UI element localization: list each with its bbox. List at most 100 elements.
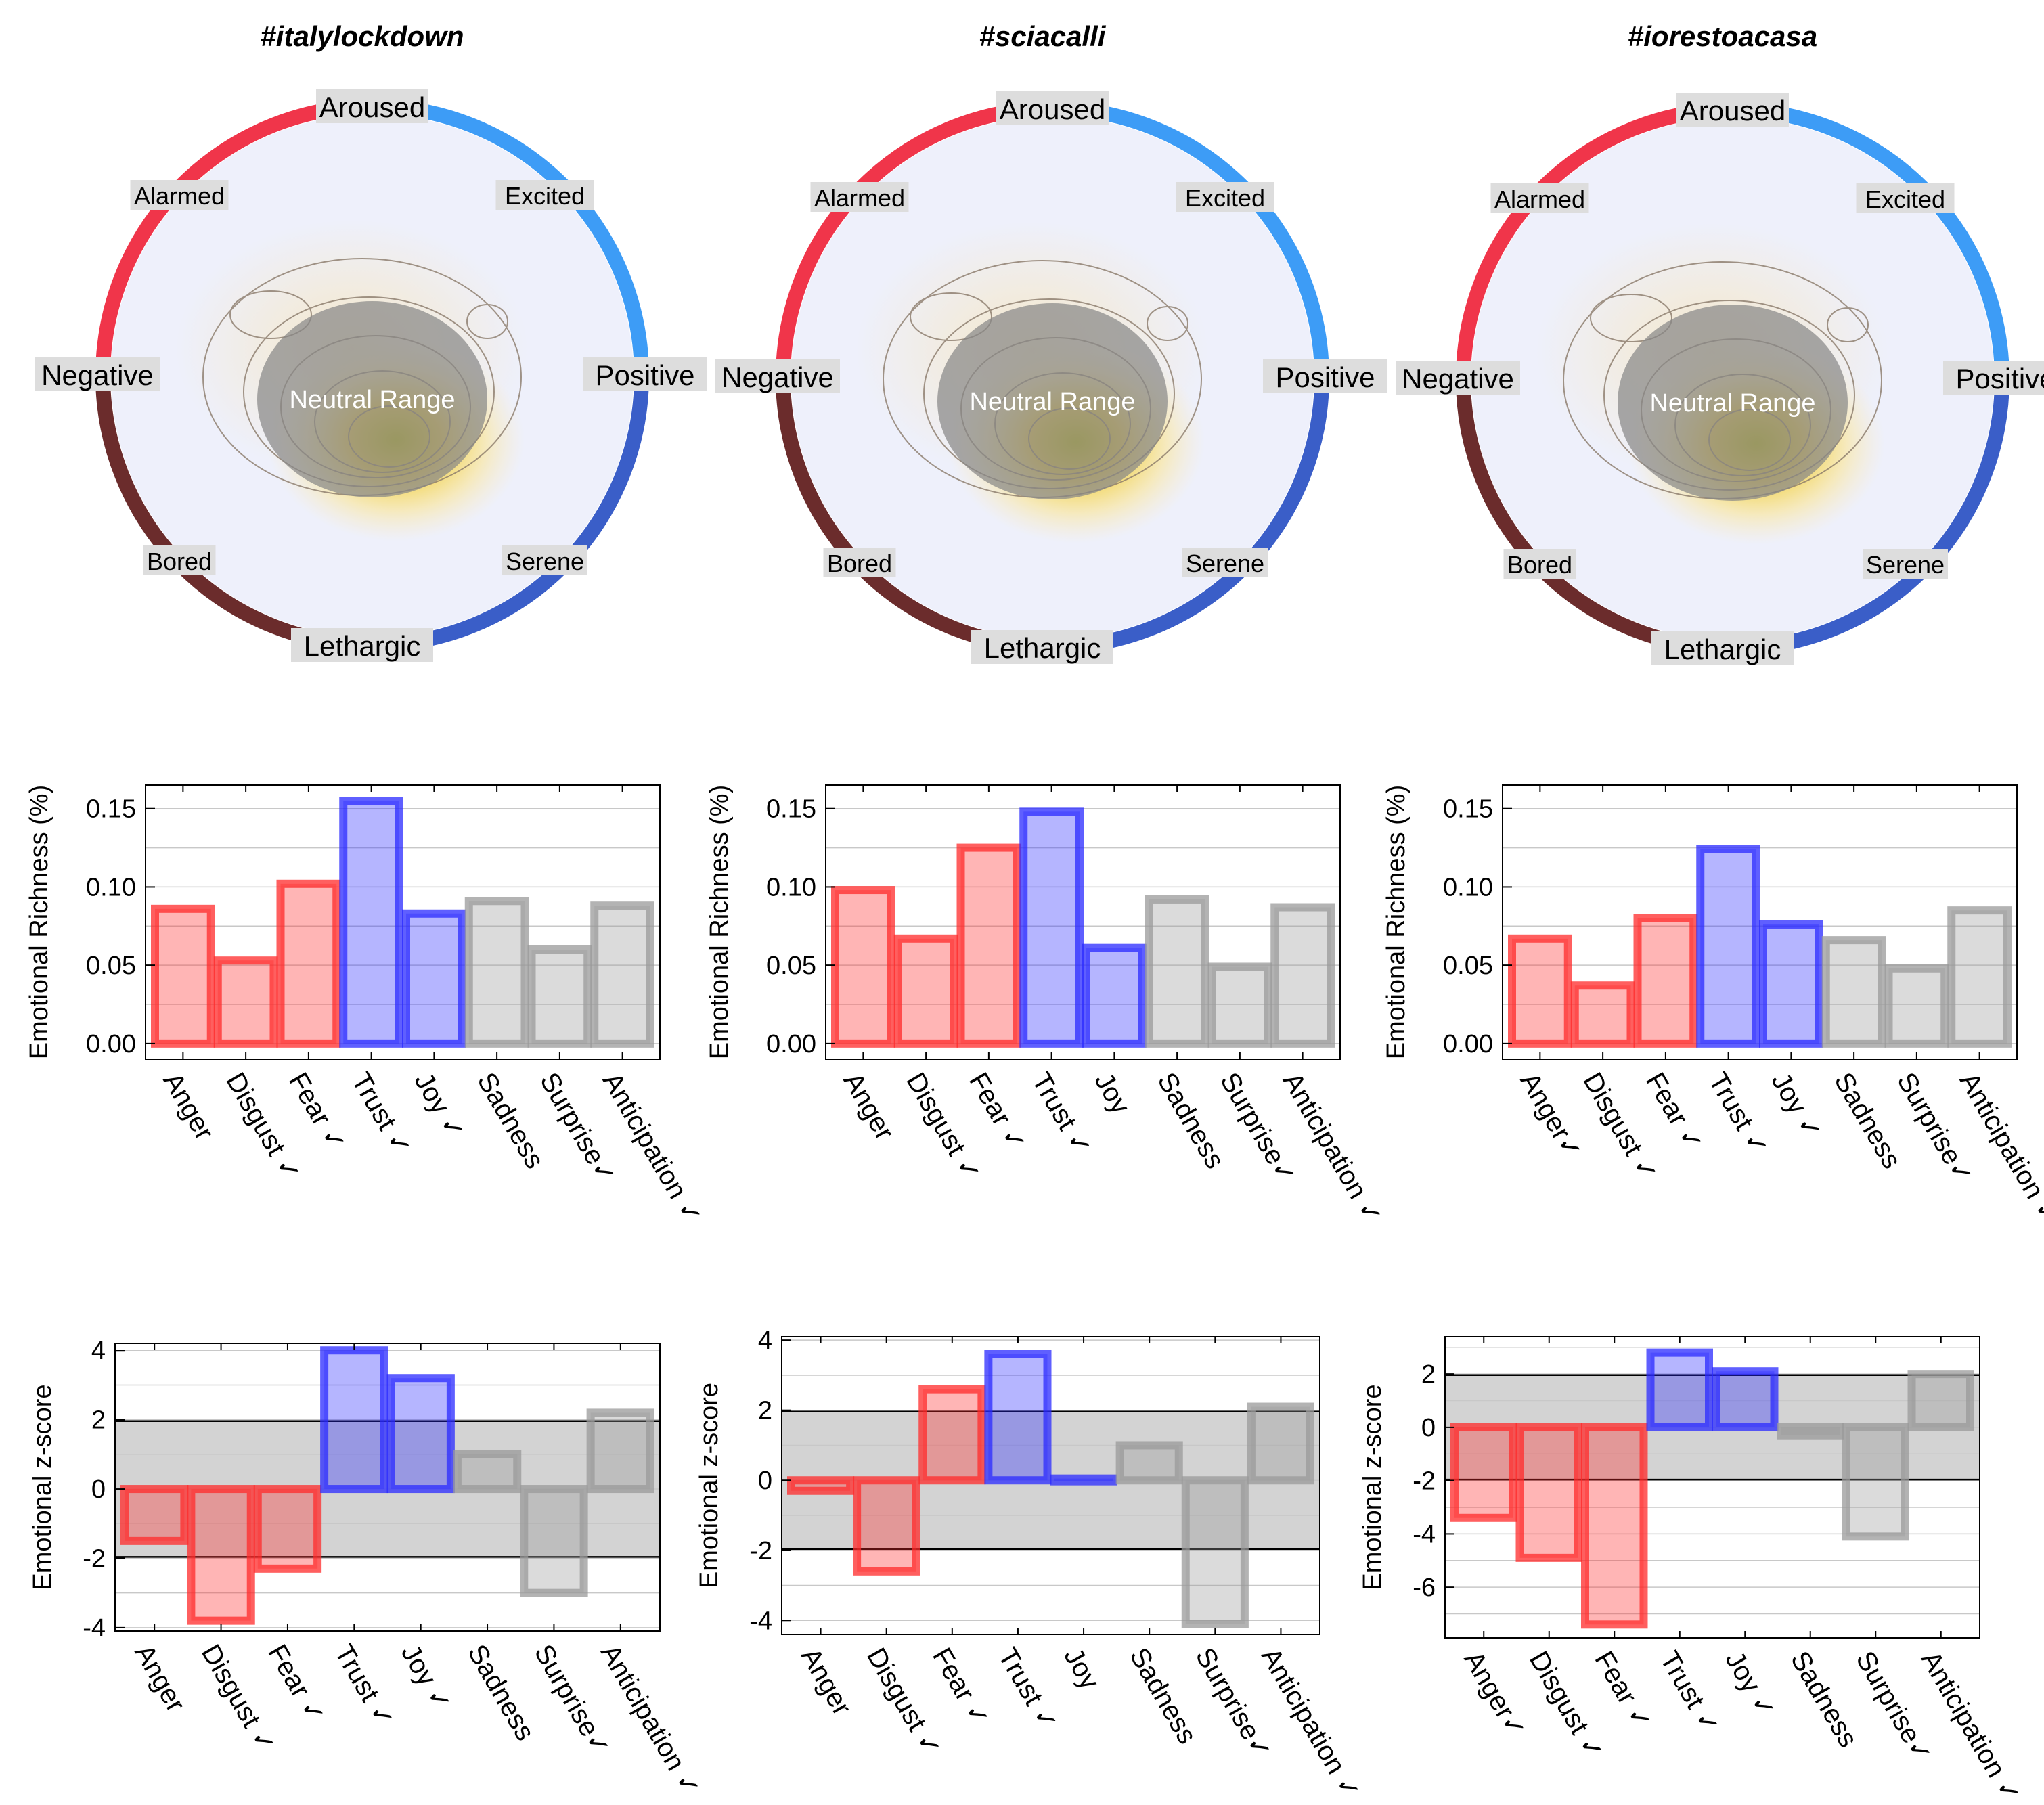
y-tick-label: 0.15 <box>766 795 816 824</box>
label-aroused-bg <box>996 91 1109 125</box>
label-alarmed-bg <box>810 182 909 212</box>
bar-disgust <box>893 934 958 1048</box>
label-positive-bg <box>1943 361 2044 395</box>
y-tick-label: 0.05 <box>86 952 136 980</box>
category-label: Fear ✓ <box>1588 1647 1658 1736</box>
contour-line <box>229 290 312 339</box>
bar-joy <box>1712 1367 1779 1431</box>
contour-line <box>910 292 992 341</box>
bar-anticipation <box>1247 1402 1314 1485</box>
y-tick-label: 0.15 <box>86 795 136 824</box>
panel-title: #iorestoacasa <box>1628 20 1817 52</box>
label-alarmed: Alarmed <box>134 182 225 210</box>
bar-anger <box>151 904 215 1048</box>
bar-anger <box>831 886 895 1048</box>
y-tick-label: 0.05 <box>766 952 816 980</box>
neutral-range <box>1618 305 1848 501</box>
label-lethargic-bg <box>971 630 1113 664</box>
neutral-range <box>937 303 1168 499</box>
zscore-chart: Anger Disgust ✓Fear ✓Trust ✓Joy SadnessSur… <box>695 1327 1366 1805</box>
y-axis-label: Emotional Richness (%) <box>25 785 53 1059</box>
label-aroused: Aroused <box>1680 95 1785 127</box>
category-label: Joy <box>1089 1068 1136 1119</box>
label-bored-bg <box>823 548 896 577</box>
category-label: Trust ✓ <box>346 1068 417 1161</box>
category-label: Fear ✓ <box>1640 1068 1709 1157</box>
y-tick-label: 0 <box>91 1475 106 1504</box>
y-tick-label: 0 <box>1421 1414 1436 1442</box>
neutral-range-label: Neutral Range <box>969 388 1135 416</box>
y-tick-label: 0.00 <box>1443 1030 1493 1059</box>
category-label: Trust ✓ <box>1654 1647 1725 1740</box>
y-tick-label: 2 <box>1421 1360 1436 1389</box>
bar-sadness <box>453 1450 522 1494</box>
label-negative: Negative <box>721 361 834 393</box>
label-lethargic: Lethargic <box>1664 633 1781 665</box>
label-alarmed-bg <box>130 180 229 210</box>
category-label: Anger <box>158 1068 219 1145</box>
bar-joy <box>1082 943 1147 1048</box>
panel-title: #italylockdown <box>260 20 464 52</box>
panel-1: #italylockdown Neutral Range Aroused Lethar… <box>25 20 708 1802</box>
bar-fear <box>918 1385 986 1485</box>
bar-fear <box>253 1485 322 1573</box>
label-serene: Serene <box>506 548 584 575</box>
label-aroused-bg <box>316 89 428 123</box>
bar-anticipation <box>590 901 654 1048</box>
contour-line <box>1147 306 1188 341</box>
zscore-chart: Anger✓Disgust ✓Fear ✓Trust ✓Joy ✓ Sadness… <box>1358 1336 2026 1805</box>
category-label: Anger <box>795 1643 857 1720</box>
y-tick-label: 4 <box>91 1337 106 1365</box>
label-positive-bg <box>583 357 707 391</box>
label-serene: Serene <box>1186 550 1264 577</box>
label-bored: Bored <box>1507 551 1572 579</box>
label-serene-bg <box>1863 549 1948 579</box>
y-tick-label: -4 <box>83 1614 106 1643</box>
label-lethargic-bg <box>1651 631 1794 665</box>
y-tick-label: 0.00 <box>86 1030 136 1059</box>
panel-3: #iorestoacasa Neutral Range Aroused Letharg… <box>1358 20 2044 1805</box>
bar-trust <box>1646 1348 1713 1431</box>
label-lethargic: Lethargic <box>984 632 1101 664</box>
bar-surprise <box>1181 1476 1249 1628</box>
richness-chart: Anger✓Disgust ✓Fear ✓Trust ✓Joy ✓ Sadness… <box>1382 784 2044 1230</box>
category-label: Joy ✓ <box>1766 1068 1828 1146</box>
bar-disgust <box>1570 981 1635 1048</box>
plot-frame <box>825 784 1341 1060</box>
label-serene: Serene <box>1866 551 1945 579</box>
y-tick-label: 0.15 <box>1443 795 1493 824</box>
label-alarmed: Alarmed <box>1494 185 1585 213</box>
bar-disgust <box>1515 1423 1582 1562</box>
category-label: Anticipation ✓ <box>597 1068 708 1230</box>
contour-line <box>1590 294 1672 342</box>
label-excited: Excited <box>505 182 585 210</box>
category-label: Sadness <box>462 1640 540 1746</box>
category-label: Anticipation ✓ <box>1954 1068 2044 1230</box>
y-tick-label: -6 <box>1413 1574 1436 1602</box>
y-tick-label: 0.10 <box>1443 873 1493 901</box>
label-lethargic: Lethargic <box>304 630 421 662</box>
category-label: Trust ✓ <box>1703 1068 1774 1161</box>
label-aroused: Aroused <box>319 91 425 123</box>
circumplex: Neutral Range Aroused Lethargic Negative Pos… <box>1396 93 2044 665</box>
bar-anger <box>787 1476 855 1495</box>
y-tick-label: 0.10 <box>86 873 136 901</box>
category-label: Anticipation ✓ <box>1277 1068 1388 1230</box>
plot-frame <box>114 1343 661 1632</box>
label-excited-bg <box>1176 182 1274 212</box>
bar-surprise <box>1884 964 1949 1048</box>
bar-anticipation <box>586 1408 654 1494</box>
label-negative-bg <box>35 357 160 391</box>
category-label: Trust ✓ <box>1026 1068 1097 1161</box>
category-label: Fear ✓ <box>963 1068 1032 1157</box>
y-tick-label: 0 <box>758 1467 772 1495</box>
y-tick-label: -4 <box>1413 1520 1436 1548</box>
bar-trust <box>1019 807 1084 1048</box>
bar-joy <box>402 909 466 1048</box>
bar-disgust <box>213 956 278 1048</box>
neutral-range-label: Neutral Range <box>289 386 455 414</box>
bar-fear <box>1633 914 1698 1048</box>
y-tick-label: 2 <box>91 1406 106 1435</box>
bar-anticipation <box>1270 903 1335 1048</box>
label-aroused: Aroused <box>1000 93 1105 125</box>
